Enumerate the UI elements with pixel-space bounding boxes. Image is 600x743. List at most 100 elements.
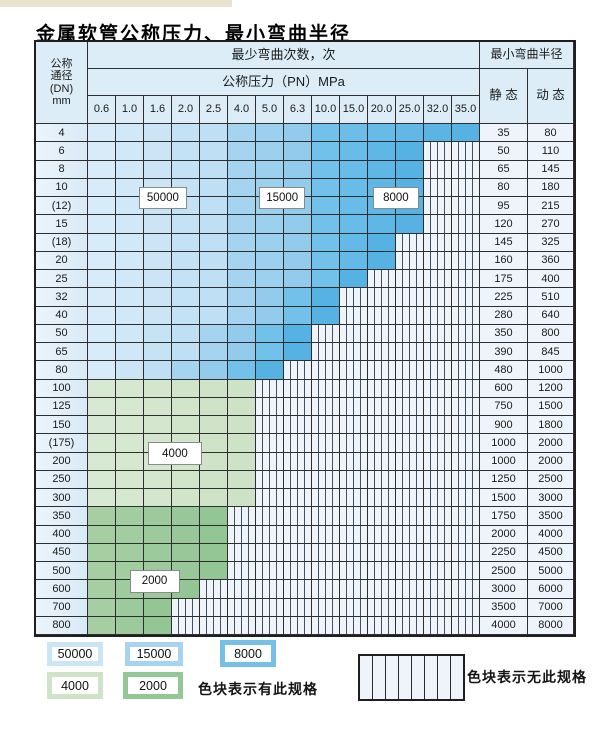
cell-dn-20: 20	[36, 251, 88, 270]
cell-static-500: 2500	[480, 562, 528, 581]
cell-8-1.0	[116, 160, 144, 179]
cell-700-35.0	[452, 598, 480, 617]
cell-300-1.6	[144, 489, 172, 508]
cell-300-1.0	[116, 489, 144, 508]
cell-500-10.0	[312, 562, 340, 581]
cell-32-1.0	[116, 288, 144, 307]
cell-dynamic-500: 5000	[528, 562, 574, 581]
cell-400-0.6	[88, 525, 116, 544]
cell-150-2.5	[200, 416, 228, 435]
cell-100-6.3	[284, 379, 312, 398]
cell-15-32.0	[424, 215, 452, 234]
cell-250-20.0	[368, 470, 396, 489]
cell-20-20.0	[368, 251, 396, 270]
cell-80-10.0	[312, 361, 340, 380]
cell-80-6.3	[284, 361, 312, 380]
cell-350-0.6	[88, 507, 116, 526]
cell-dn-125: 125	[36, 397, 88, 416]
cell-200-35.0	[452, 452, 480, 471]
cell-(12)-10.0	[312, 197, 340, 216]
cell-800-0.6	[88, 616, 116, 635]
cell-125-6.3	[284, 397, 312, 416]
cell-800-15.0	[340, 616, 368, 635]
cell-20-1.6	[144, 251, 172, 270]
cell-100-5.0	[256, 379, 284, 398]
cell-dn-250: 250	[36, 470, 88, 489]
cell-700-2.0	[172, 598, 200, 617]
cell-(12)-4.0	[228, 197, 256, 216]
cell-65-1.6	[144, 343, 172, 362]
cell-125-2.0	[172, 397, 200, 416]
cell-65-2.0	[172, 343, 200, 362]
cell-25-10.0	[312, 270, 340, 289]
cell-static-6: 50	[480, 142, 528, 161]
header-min-bend-radius: 最小弯曲半径	[480, 42, 574, 69]
cell-32-10.0	[312, 288, 340, 307]
cell-15-10.0	[312, 215, 340, 234]
cell-300-2.0	[172, 489, 200, 508]
cell-150-1.6	[144, 416, 172, 435]
cell-450-20.0	[368, 543, 396, 562]
cell-(175)-32.0	[424, 434, 452, 453]
header-pn-2.5: 2.5	[200, 96, 228, 124]
cell-32-6.3	[284, 288, 312, 307]
cell-dn-10: 10	[36, 178, 88, 197]
cell-100-1.6	[144, 379, 172, 398]
cell-15-25.0	[396, 215, 424, 234]
cell-(175)-15.0	[340, 434, 368, 453]
cell-8-25.0	[396, 160, 424, 179]
header-pn-15.0: 15.0	[340, 96, 368, 124]
cell-(18)-2.5	[200, 233, 228, 252]
cell-15-1.6	[144, 215, 172, 234]
cell-32-15.0	[340, 288, 368, 307]
cell-500-6.3	[284, 562, 312, 581]
cell-350-2.0	[172, 507, 200, 526]
cell-250-1.6	[144, 470, 172, 489]
cycle-label-50000: 50000	[138, 187, 187, 209]
cell-350-35.0	[452, 507, 480, 526]
header-pn-5.0: 5.0	[256, 96, 284, 124]
cell-400-25.0	[396, 525, 424, 544]
cell-dn-500: 500	[36, 562, 88, 581]
cell-450-6.3	[284, 543, 312, 562]
cell-dynamic-150: 1800	[528, 416, 574, 435]
cell-8-20.0	[368, 160, 396, 179]
cell-20-2.5	[200, 251, 228, 270]
cell-250-35.0	[452, 470, 480, 489]
cell-800-10.0	[312, 616, 340, 635]
cell-dynamic-32: 510	[528, 288, 574, 307]
cell-25-15.0	[340, 270, 368, 289]
cell-static-8: 65	[480, 160, 528, 179]
cell-8-1.6	[144, 160, 172, 179]
cell-(18)-5.0	[256, 233, 284, 252]
cell-700-0.6	[88, 598, 116, 617]
cell-250-25.0	[396, 470, 424, 489]
cell-dynamic-125: 1500	[528, 397, 574, 416]
cell-100-20.0	[368, 379, 396, 398]
cell-25-4.0	[228, 270, 256, 289]
cell-400-1.0	[116, 525, 144, 544]
cell-350-1.0	[116, 507, 144, 526]
cell-700-20.0	[368, 598, 396, 617]
cell-80-20.0	[368, 361, 396, 380]
cell-250-2.5	[200, 470, 228, 489]
cell-100-4.0	[228, 379, 256, 398]
cell-800-20.0	[368, 616, 396, 635]
legend-swatch-2000: 2000	[123, 672, 183, 699]
cell-dn-700: 700	[36, 598, 88, 617]
cell-700-1.6	[144, 598, 172, 617]
cell-4-25.0	[396, 124, 424, 143]
cell-8-0.6	[88, 160, 116, 179]
cell-500-20.0	[368, 562, 396, 581]
cycle-label-15000: 15000	[259, 187, 306, 209]
cell-350-20.0	[368, 507, 396, 526]
cell-(18)-20.0	[368, 233, 396, 252]
cell-6-1.6	[144, 142, 172, 161]
cell-800-32.0	[424, 616, 452, 635]
cell-40-4.0	[228, 306, 256, 325]
cell-dn-(18): (18)	[36, 233, 88, 252]
cell-20-2.0	[172, 251, 200, 270]
cell-800-2.5	[200, 616, 228, 635]
cell-dynamic-600: 6000	[528, 580, 574, 599]
cell-static-200: 1000	[480, 452, 528, 471]
